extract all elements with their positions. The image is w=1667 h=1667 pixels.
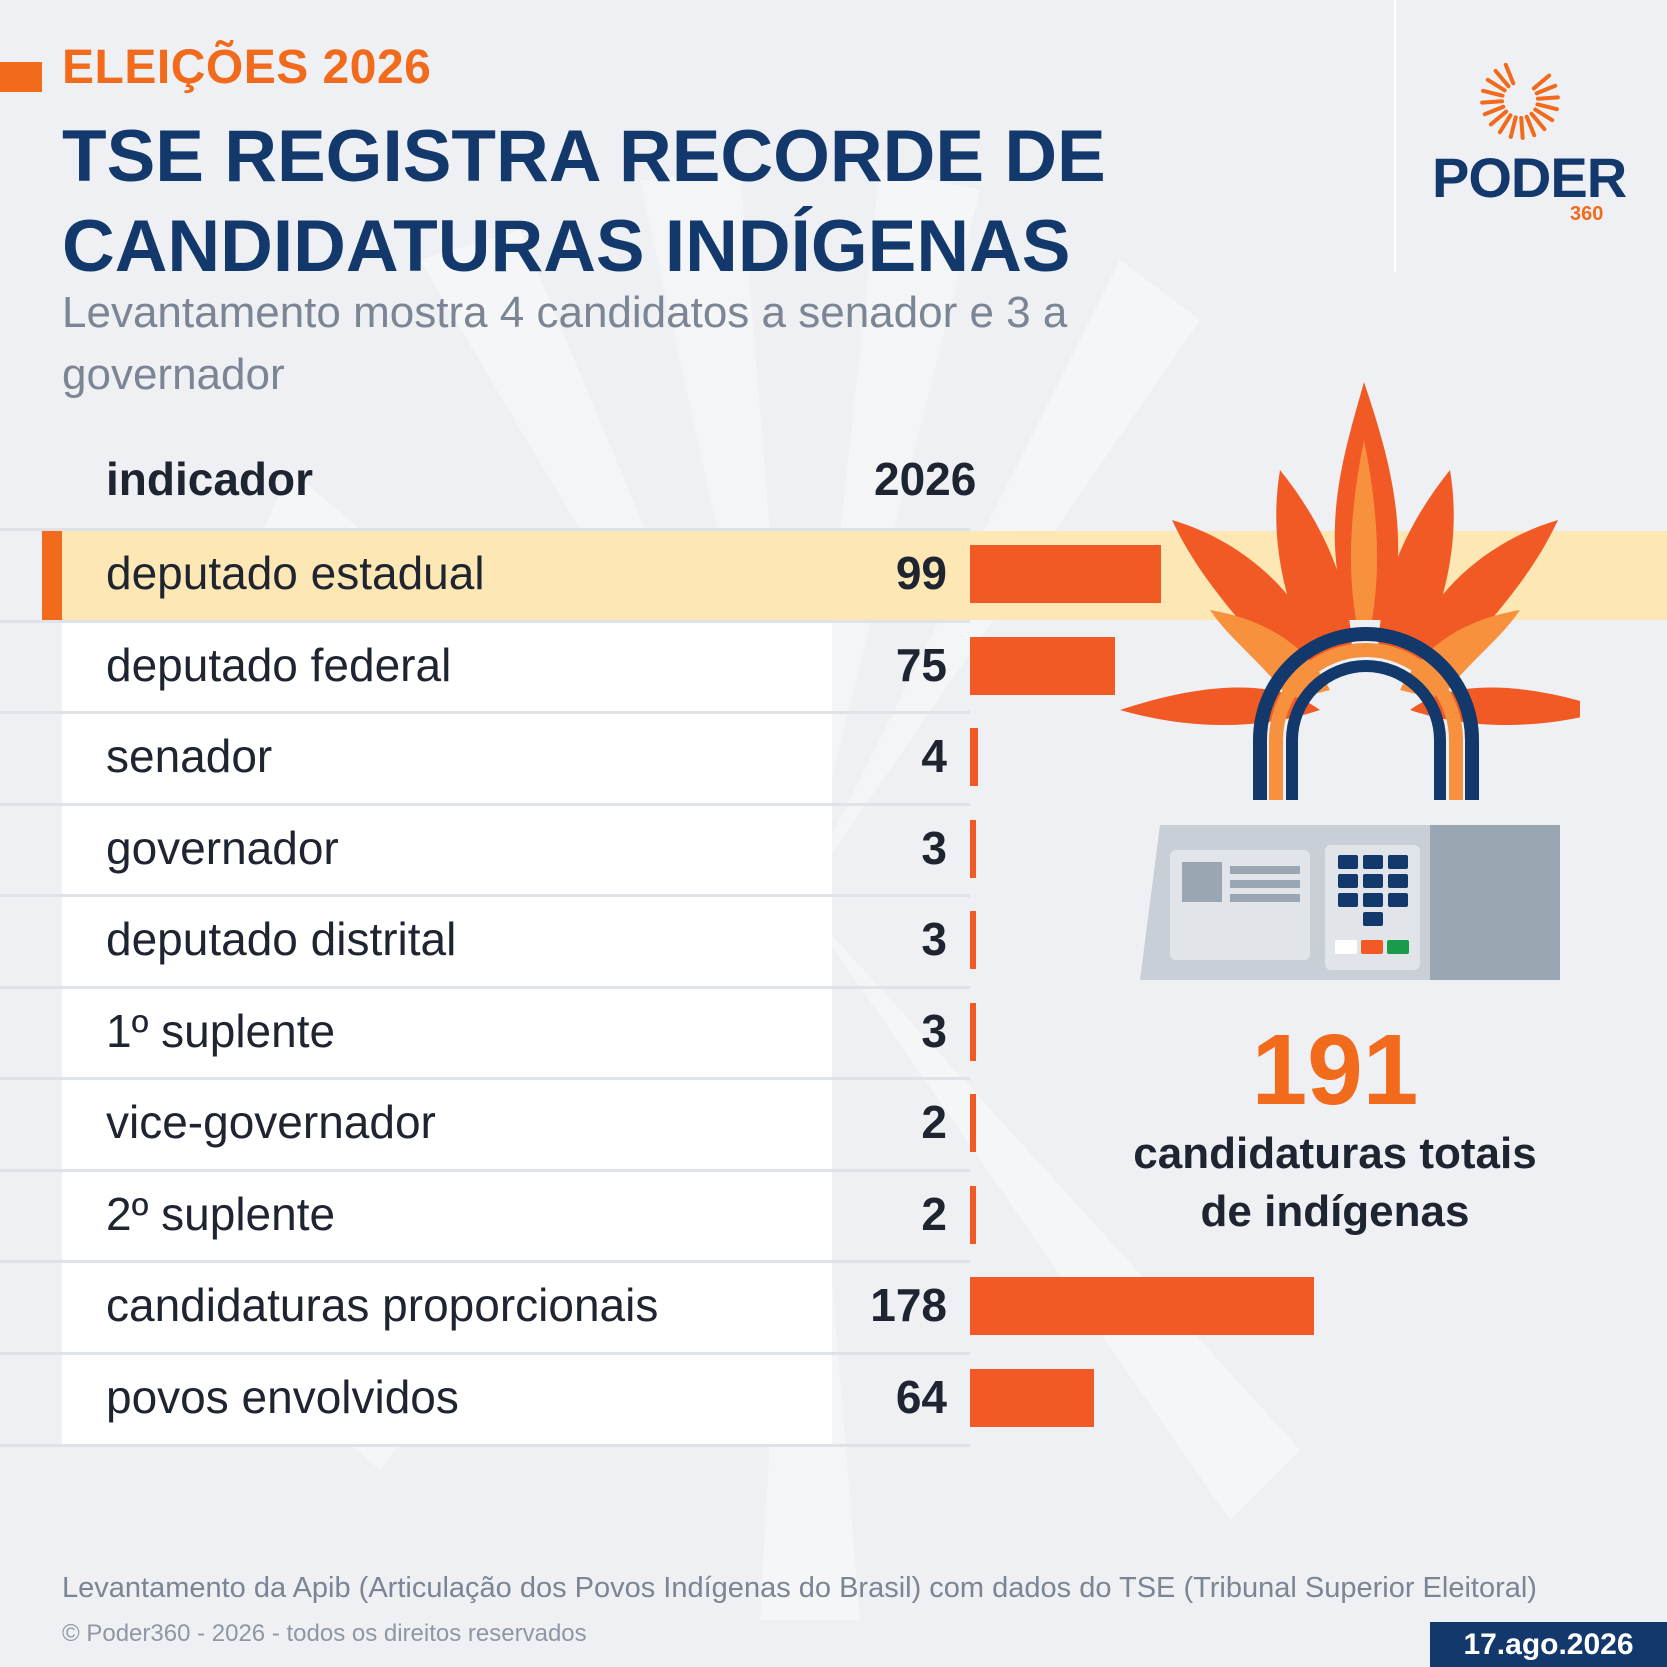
row-highlight-marker — [42, 531, 62, 620]
column-header-indicator: indicador — [106, 453, 314, 505]
category-label: 1º suplente — [106, 1004, 336, 1057]
row-background — [62, 1171, 832, 1261]
value-label: 75 — [895, 638, 947, 691]
row-separator — [0, 711, 970, 714]
kicker: ELEIÇÕES 2026 — [62, 41, 432, 94]
page-subtitle: Levantamento mostra 4 candidatos a senad… — [62, 288, 1068, 399]
table-row: deputado estadual 99 — [0, 528, 1667, 620]
category-label: deputado estadual — [106, 547, 485, 599]
source-note: Levantamento da Apib (Articulação dos Po… — [62, 1572, 1537, 1604]
row-separator — [0, 1168, 970, 1172]
row-background — [62, 988, 832, 1078]
bar — [970, 728, 978, 786]
page-title: TSE REGISTRA RECORDE DE CANDIDATURAS IND… — [62, 116, 1106, 287]
category-label: deputado distrital — [106, 913, 457, 965]
total-callout: 191 candidaturas totais de indígenas — [1120, 1015, 1550, 1241]
bar — [970, 819, 976, 878]
table-row: governador 3 — [0, 802, 1667, 895]
table-row: povos envolvidos 64 — [0, 1351, 1667, 1444]
row-separator — [0, 985, 970, 989]
row-separator — [0, 619, 970, 623]
value-label: 2 — [921, 1187, 947, 1240]
category-label: deputado federal — [106, 638, 452, 691]
copyright: © Poder360 - 2026 - todos os direitos re… — [62, 1620, 587, 1647]
ballot-box-icon — [1140, 825, 1560, 980]
value-label: 178 — [870, 1279, 947, 1331]
value-label: 3 — [921, 1004, 947, 1057]
row-separator — [0, 1077, 970, 1080]
headdress-icon — [1120, 382, 1580, 800]
value-label: 64 — [895, 1370, 947, 1423]
table-bottom-rule — [0, 1444, 970, 1447]
column-header-year: 2026 — [874, 453, 977, 505]
row-separator — [0, 802, 970, 806]
value-label: 3 — [921, 913, 947, 965]
bar — [970, 545, 1162, 603]
headdress-ballot-illustration — [1120, 382, 1580, 980]
logo-suffix: 360 — [1570, 203, 1604, 225]
table-row: senador 4 — [0, 711, 1667, 803]
publish-date: 17.ago.2026 — [1430, 1622, 1667, 1667]
row-background — [62, 1080, 832, 1169]
row-separator — [0, 528, 970, 531]
bar — [970, 911, 976, 969]
value-label: 2 — [921, 1096, 947, 1148]
header-divider — [1394, 0, 1396, 272]
category-label: 2º suplente — [106, 1187, 336, 1240]
value-label: 4 — [921, 730, 947, 782]
table-row: 2º suplente 2 — [0, 1168, 1667, 1261]
row-background — [62, 714, 832, 803]
category-label: senador — [106, 730, 273, 782]
sun-logo-icon — [1480, 62, 1560, 140]
bar — [970, 636, 1115, 695]
table-row: deputado distrital 3 — [0, 894, 1667, 986]
row-background — [62, 1263, 832, 1352]
kicker-marker — [0, 62, 42, 92]
row-background — [62, 622, 832, 712]
table-row: candidaturas proporcionais 178 — [0, 1260, 1667, 1352]
bar — [970, 1277, 1314, 1335]
total-value: 191 — [1251, 1014, 1419, 1126]
table-row: deputado federal 75 — [0, 619, 1667, 712]
category-label: governador — [106, 821, 339, 874]
row-separator — [0, 1351, 970, 1355]
category-label: povos envolvidos — [106, 1370, 459, 1423]
bar — [970, 1002, 976, 1061]
total-label: candidaturas totais de indígenas — [1133, 1129, 1537, 1236]
bar — [970, 1094, 976, 1152]
logo-wordmark: PODER — [1432, 146, 1627, 209]
row-separator — [0, 1260, 970, 1263]
bar — [970, 1185, 976, 1244]
row-background — [62, 1354, 832, 1444]
row-background — [62, 805, 832, 895]
value-label: 3 — [921, 821, 947, 874]
table-row: vice-governador 2 — [0, 1077, 1667, 1169]
value-label: 99 — [895, 547, 947, 599]
row-background — [62, 897, 832, 986]
row-separator — [0, 894, 970, 897]
category-label: vice-governador — [106, 1096, 436, 1148]
bar — [970, 1368, 1094, 1427]
table-row: 1º suplente 3 — [0, 985, 1667, 1078]
category-label: candidaturas proporcionais — [106, 1279, 659, 1331]
